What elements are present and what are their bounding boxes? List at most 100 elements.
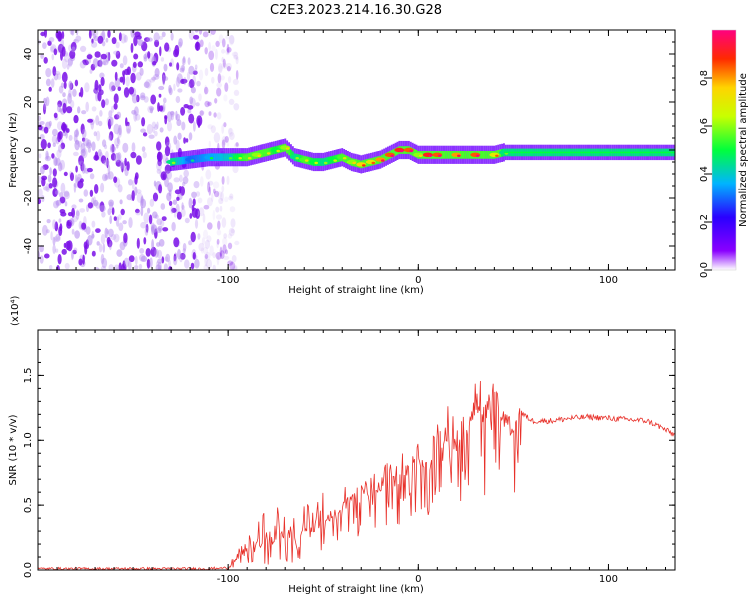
signal-band bbox=[219, 153, 222, 162]
noise-speckle bbox=[50, 78, 55, 88]
noise-speckle bbox=[136, 192, 143, 203]
noise-speckle bbox=[226, 47, 232, 53]
noise-speckle bbox=[117, 214, 122, 220]
noise-speckle bbox=[147, 207, 151, 214]
noise-speckle bbox=[233, 103, 240, 111]
noise-speckle bbox=[107, 51, 111, 62]
noise-speckle bbox=[77, 180, 84, 189]
noise-speckle bbox=[75, 165, 78, 173]
noise-speckle bbox=[72, 88, 77, 97]
noise-speckle bbox=[135, 208, 140, 214]
noise-speckle bbox=[200, 247, 204, 254]
noise-speckle bbox=[209, 62, 215, 72]
noise-speckle bbox=[92, 58, 99, 68]
noise-speckle bbox=[224, 136, 229, 143]
noise-speckle bbox=[122, 55, 128, 66]
noise-speckle bbox=[228, 127, 233, 135]
noise-speckle bbox=[170, 58, 174, 68]
noise-speckle bbox=[96, 241, 100, 246]
spectrogram-y-tick-label: 20 bbox=[23, 96, 34, 109]
noise-speckle bbox=[134, 31, 141, 38]
noise-speckle bbox=[82, 138, 90, 146]
noise-speckle bbox=[56, 149, 62, 159]
noise-speckle bbox=[114, 71, 118, 81]
signal-band bbox=[482, 151, 484, 159]
signal-band bbox=[466, 151, 469, 159]
noise-speckle bbox=[233, 89, 240, 96]
noise-speckle bbox=[198, 207, 205, 217]
signal-blob-core bbox=[238, 157, 242, 160]
noise-speckle bbox=[156, 227, 162, 233]
noise-speckle bbox=[131, 190, 135, 202]
noise-speckle bbox=[214, 98, 218, 104]
noise-speckle bbox=[179, 186, 182, 192]
noise-speckle bbox=[113, 233, 120, 243]
noise-speckle bbox=[140, 221, 147, 229]
noise-speckle bbox=[182, 251, 186, 260]
noise-speckle bbox=[233, 51, 239, 59]
noise-speckle bbox=[197, 117, 201, 128]
noise-speckle bbox=[128, 217, 133, 229]
noise-speckle bbox=[119, 63, 124, 69]
noise-speckle bbox=[204, 86, 209, 95]
noise-speckle bbox=[181, 57, 186, 66]
noise-speckle bbox=[74, 129, 79, 138]
noise-speckle bbox=[74, 140, 80, 151]
noise-speckle bbox=[126, 194, 133, 201]
noise-speckle bbox=[118, 32, 122, 42]
noise-speckle bbox=[153, 180, 157, 187]
noise-speckle bbox=[116, 144, 119, 149]
colorbar-gradient bbox=[712, 30, 736, 270]
signal-band bbox=[411, 148, 414, 156]
noise-speckle bbox=[42, 224, 48, 236]
noise-speckle bbox=[219, 205, 223, 212]
noise-speckle bbox=[233, 54, 239, 60]
signal-blob-core bbox=[352, 161, 357, 165]
signal-band bbox=[213, 153, 216, 162]
signal-blob-core bbox=[400, 149, 404, 153]
noise-speckle bbox=[94, 51, 101, 58]
noise-speckle bbox=[38, 176, 42, 184]
noise-speckle bbox=[63, 190, 70, 197]
noise-speckle bbox=[203, 204, 210, 210]
noise-speckle bbox=[66, 106, 73, 114]
noise-speckle bbox=[93, 131, 98, 137]
noise-speckle bbox=[173, 255, 178, 266]
noise-speckle bbox=[148, 214, 153, 225]
noise-speckle bbox=[207, 124, 213, 130]
noise-speckle bbox=[85, 101, 89, 113]
noise-speckle bbox=[135, 72, 142, 81]
noise-speckle bbox=[202, 31, 209, 38]
noise-speckle bbox=[161, 216, 167, 222]
noise-speckle bbox=[183, 137, 187, 144]
noise-speckle bbox=[98, 149, 102, 157]
signal-blob-core bbox=[295, 157, 300, 160]
signal-band bbox=[202, 154, 205, 162]
noise-speckle bbox=[178, 38, 183, 47]
noise-speckle bbox=[142, 151, 147, 159]
noise-speckle bbox=[212, 181, 220, 189]
noise-speckle bbox=[98, 84, 102, 92]
noise-speckle bbox=[164, 164, 172, 174]
noise-speckle bbox=[197, 233, 201, 240]
noise-speckle bbox=[151, 121, 157, 129]
noise-speckle bbox=[118, 262, 122, 270]
noise-speckle bbox=[52, 219, 57, 230]
noise-speckle bbox=[170, 110, 175, 116]
noise-speckle bbox=[109, 215, 112, 225]
noise-speckle bbox=[182, 248, 186, 254]
noise-speckle bbox=[51, 53, 55, 61]
noise-speckle bbox=[107, 239, 113, 248]
noise-speckle bbox=[227, 242, 233, 250]
noise-speckle bbox=[52, 128, 58, 137]
noise-speckle bbox=[139, 67, 144, 76]
spectrogram-y-axis-label: Frequency (Hz) bbox=[8, 112, 19, 188]
noise-speckle bbox=[213, 112, 217, 118]
noise-speckle bbox=[52, 142, 56, 147]
noise-speckle bbox=[82, 137, 86, 142]
noise-speckle bbox=[168, 200, 173, 206]
noise-speckle bbox=[156, 161, 162, 171]
noise-speckle bbox=[54, 236, 58, 243]
noise-speckle bbox=[111, 207, 115, 216]
noise-speckle bbox=[64, 262, 70, 270]
